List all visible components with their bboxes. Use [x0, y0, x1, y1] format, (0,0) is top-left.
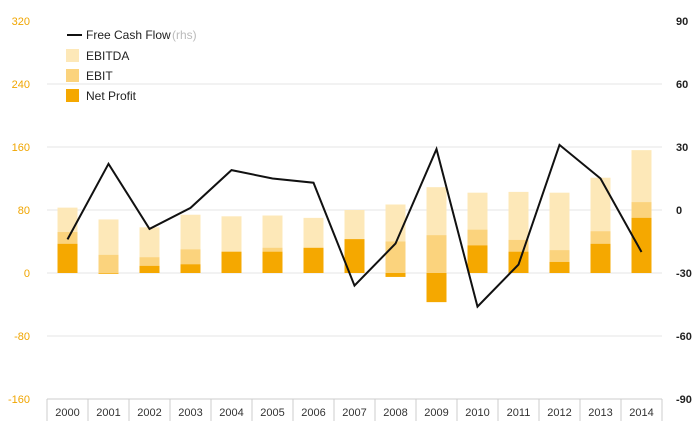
fcf-line-layer	[66, 143, 643, 309]
y-right-tick-label: 90	[676, 16, 688, 28]
bar-net-profit	[221, 251, 242, 273]
legend-swatch-net-profit	[66, 89, 79, 102]
x-tick-label: 2014	[629, 407, 653, 419]
y-right-tick-label: -60	[676, 331, 692, 343]
x-tick-label: 2012	[547, 407, 571, 419]
legend-label-net-profit: Net Profit	[86, 89, 137, 103]
bar-net-profit	[262, 251, 283, 273]
y-left-tick-label: 0	[24, 268, 30, 280]
y-left-tick-label: -160	[8, 394, 30, 406]
x-tick-label: 2011	[507, 407, 531, 419]
x-tick-label: 2004	[219, 407, 243, 419]
x-tick-label: 2000	[55, 407, 79, 419]
legend-note-fcf: (rhs)	[172, 28, 197, 42]
bar-net-profit	[631, 217, 652, 273]
bar-net-profit	[180, 264, 201, 273]
bar-net-profit	[303, 247, 324, 273]
legend-item-net-profit: Net Profit	[66, 89, 137, 103]
bar-net-profit	[426, 273, 447, 303]
legend-swatch-ebitda	[66, 49, 79, 62]
legend-label-fcf: Free Cash Flow	[86, 28, 171, 42]
bar-net-profit	[549, 261, 570, 273]
y-right-tick-label: 30	[676, 142, 688, 154]
legend-swatch-ebit	[66, 69, 79, 82]
bar-net-profit	[344, 239, 365, 273]
x-tick-label: 2008	[383, 407, 407, 419]
y-left-tick-label: 80	[18, 205, 30, 217]
bar-net-profit	[467, 245, 488, 273]
x-tick-label: 2007	[342, 407, 366, 419]
x-tick-label: 2010	[465, 407, 489, 419]
legend: Free Cash Flow (rhs) EBITDA EBIT Net Pro…	[66, 28, 197, 103]
y-right-tick-label: -90	[676, 394, 692, 406]
y-left-tick-label: 320	[12, 16, 30, 28]
y-right-tick-label: 60	[676, 79, 688, 91]
legend-label-ebit: EBIT	[86, 69, 113, 83]
bar-net-profit	[139, 265, 160, 273]
axes: 320 240 160 80 0 -80 -160 90 60 30 0 -30 -60 -90 2000 2…	[8, 16, 692, 421]
y-right-tick-label: -30	[676, 268, 692, 280]
x-tick-label: 2013	[588, 407, 612, 419]
legend-item-fcf: Free Cash Flow (rhs)	[67, 28, 197, 42]
x-tick-label: 2002	[137, 407, 161, 419]
legend-item-ebit: EBIT	[66, 69, 113, 83]
x-tick-label: 2001	[96, 407, 120, 419]
bar-ebit	[426, 235, 447, 273]
legend-label-ebitda: EBITDA	[86, 49, 129, 63]
bars	[57, 150, 652, 303]
y-left-tick-label: -80	[14, 331, 30, 343]
x-tick-label: 2009	[424, 407, 448, 419]
bar-net-profit	[590, 243, 611, 273]
y-left-tick-label: 240	[12, 79, 30, 91]
y-left-tick-label: 160	[12, 142, 30, 154]
bar-ebit	[385, 241, 406, 273]
x-tick-label: 2005	[260, 407, 284, 419]
x-tick-label: 2006	[301, 407, 325, 419]
legend-item-ebitda: EBITDA	[66, 49, 129, 63]
bar-net-profit	[385, 273, 406, 277]
bar-net-profit	[57, 243, 78, 273]
bar-ebit	[98, 254, 119, 273]
fcf-line	[66, 143, 643, 309]
x-tick-label: 2003	[178, 407, 202, 419]
bar-net-profit	[98, 273, 119, 274]
y-right-tick-label: 0	[676, 205, 682, 217]
